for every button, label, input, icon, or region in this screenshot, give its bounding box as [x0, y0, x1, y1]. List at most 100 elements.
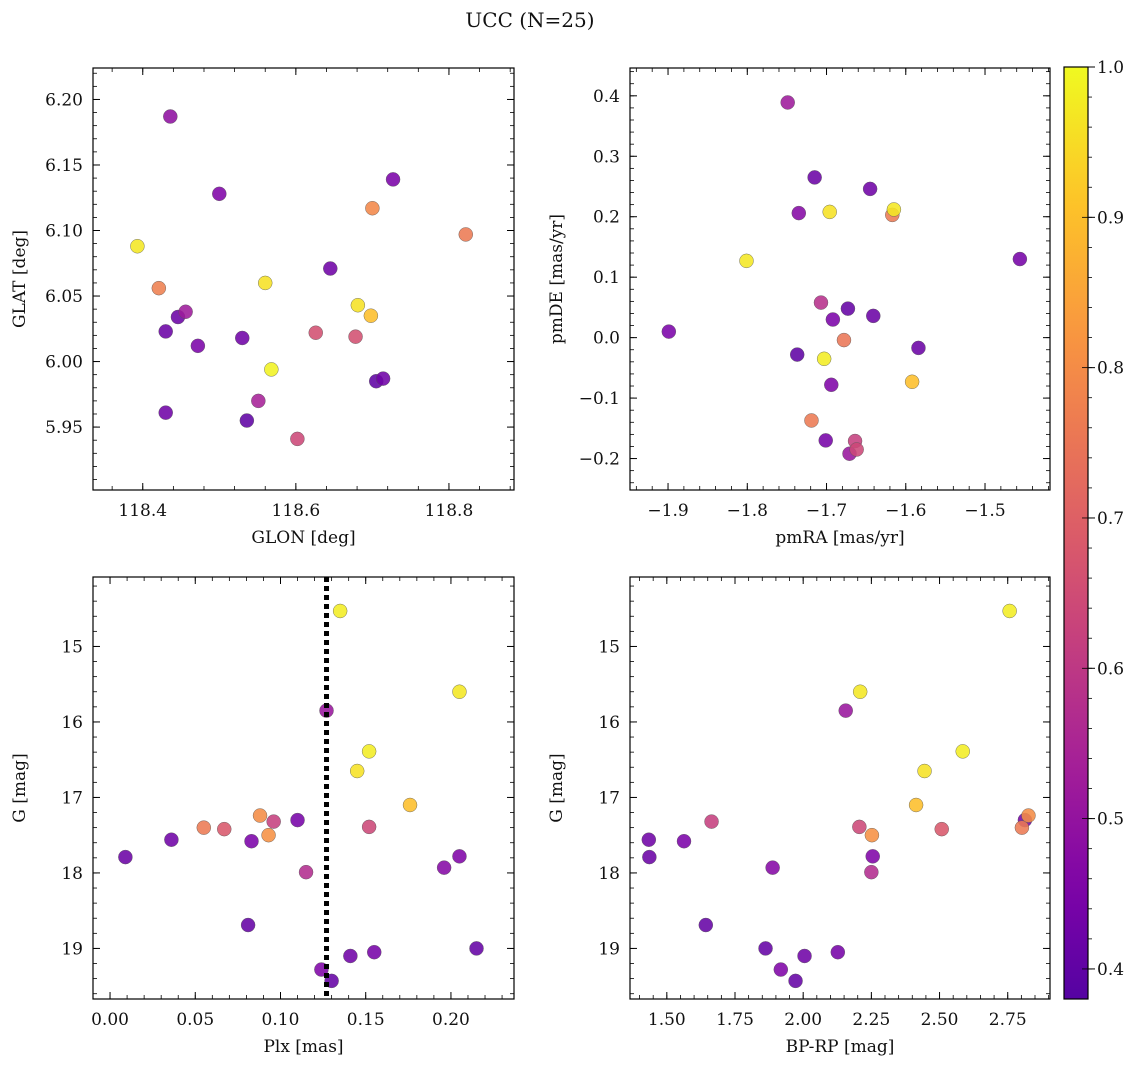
data-point — [739, 253, 754, 269]
data-point — [258, 275, 273, 291]
data-point — [852, 819, 867, 835]
y-tick-label: 6.05 — [45, 287, 83, 307]
data-point — [158, 405, 173, 420]
y-tick-label: 16 — [598, 713, 620, 733]
scatter-points — [130, 109, 473, 447]
data-point — [825, 312, 841, 327]
x-axis-label: Plx [mas] — [263, 1037, 343, 1057]
data-point — [298, 864, 314, 880]
colorbar-tick-label: 0.4 — [1097, 960, 1124, 980]
data-point — [824, 377, 839, 393]
x-tick-label: 118.4 — [118, 501, 167, 521]
data-point — [130, 239, 145, 254]
data-point — [955, 744, 970, 759]
data-point — [790, 347, 805, 362]
data-point — [469, 941, 484, 956]
data-point — [361, 744, 377, 759]
data-point — [240, 917, 256, 933]
x-tick-label: 0.15 — [347, 1010, 385, 1030]
data-point — [797, 948, 812, 964]
data-point — [217, 821, 232, 837]
panel-pmra_pmde: −1.9 −1.8 −1.7 −1.6 −1.5 −0.2 −0.1 0.0 0.1 0.2 0.3… — [547, 67, 1051, 548]
x-tick-label: 0.10 — [262, 1010, 300, 1030]
y-tick-label: 15 — [598, 637, 620, 657]
y-tick-label: 17 — [598, 788, 620, 808]
x-tick-label: 0.05 — [176, 1010, 214, 1030]
x-tick-label: 2.25 — [852, 1010, 890, 1030]
x-tick-label: 2.00 — [784, 1010, 822, 1030]
data-point — [343, 948, 358, 964]
data-point — [178, 304, 193, 319]
data-point — [350, 298, 366, 313]
y-tick-label: 5.95 — [45, 418, 83, 438]
x-tick-label: 118.6 — [272, 501, 321, 521]
data-point — [765, 860, 780, 875]
panel-glon_glat: 118.4 118.6 118.8 5.95 6.00 6.05 6.10 6.15 6.20 G… — [10, 67, 515, 548]
data-point — [1002, 603, 1017, 619]
scatter-points — [641, 603, 1036, 989]
data-point — [866, 308, 881, 324]
data-point — [773, 962, 789, 977]
colorbar-tick-label: 1.0 — [1097, 58, 1124, 78]
x-tick-label: −1.9 — [647, 501, 688, 521]
data-point — [886, 202, 902, 217]
y-tick-label: 19 — [598, 939, 620, 959]
data-point — [190, 338, 206, 354]
y-tick-label: 19 — [61, 939, 83, 959]
data-point — [908, 797, 924, 813]
data-point — [791, 205, 806, 221]
colorbar: 0.4 0.5 0.6 0.7 0.8 0.9 1.0 — [1063, 58, 1124, 1000]
x-tick-label: 0.00 — [91, 1010, 129, 1030]
colorbar-tick-label: 0.7 — [1097, 509, 1124, 529]
data-point — [1021, 808, 1036, 823]
data-point — [836, 332, 852, 348]
data-point — [864, 827, 880, 843]
x-tick-label: 118.8 — [425, 501, 474, 521]
data-point — [452, 849, 467, 864]
y-tick-label: 16 — [61, 713, 83, 733]
y-tick-label: 0.2 — [593, 208, 620, 228]
x-tick-label: 1.75 — [716, 1010, 754, 1030]
colorbar-gradient — [1063, 66, 1089, 1000]
data-point — [758, 941, 773, 956]
x-tick-label: 2.50 — [921, 1010, 959, 1030]
data-point — [838, 703, 853, 718]
y-tick-label: 6.10 — [45, 222, 83, 242]
data-point — [904, 374, 920, 389]
y-tick-label: 18 — [61, 864, 83, 884]
data-point — [252, 808, 268, 823]
y-tick-label: 0.1 — [593, 268, 620, 288]
y-tick-label: 15 — [61, 637, 83, 657]
x-tick-label: −1.8 — [727, 501, 768, 521]
data-point — [1012, 251, 1028, 267]
x-tick-label: −1.5 — [964, 501, 1005, 521]
data-point — [239, 413, 255, 428]
y-tick-label: 6.15 — [45, 156, 83, 176]
x-tick-label: −1.7 — [806, 501, 847, 521]
data-point — [917, 763, 932, 779]
data-point — [641, 832, 657, 847]
axes-frame — [629, 576, 1051, 1000]
data-point — [840, 301, 856, 316]
y-tick-label: −0.2 — [579, 450, 620, 470]
data-point — [911, 340, 926, 356]
x-axis-label: GLON [deg] — [251, 528, 355, 548]
y-tick-label: 18 — [598, 864, 620, 884]
data-point — [196, 820, 211, 835]
data-point — [864, 864, 879, 880]
y-axis-label: G [mag] — [547, 753, 567, 822]
colorbar-tick-label: 0.9 — [1097, 208, 1124, 228]
data-point — [365, 201, 380, 216]
data-point — [158, 324, 173, 339]
data-point — [862, 181, 878, 197]
y-axis-label: G [mag] — [10, 753, 30, 822]
x-axis-label: BP-RP [mag] — [786, 1037, 895, 1057]
data-point — [642, 849, 657, 865]
colorbar-tick-label: 0.6 — [1097, 659, 1124, 679]
data-point — [402, 797, 418, 813]
data-point — [849, 442, 864, 457]
data-point — [348, 329, 363, 344]
data-point — [780, 95, 795, 110]
scatter-points — [661, 95, 1028, 461]
data-point — [676, 834, 692, 849]
